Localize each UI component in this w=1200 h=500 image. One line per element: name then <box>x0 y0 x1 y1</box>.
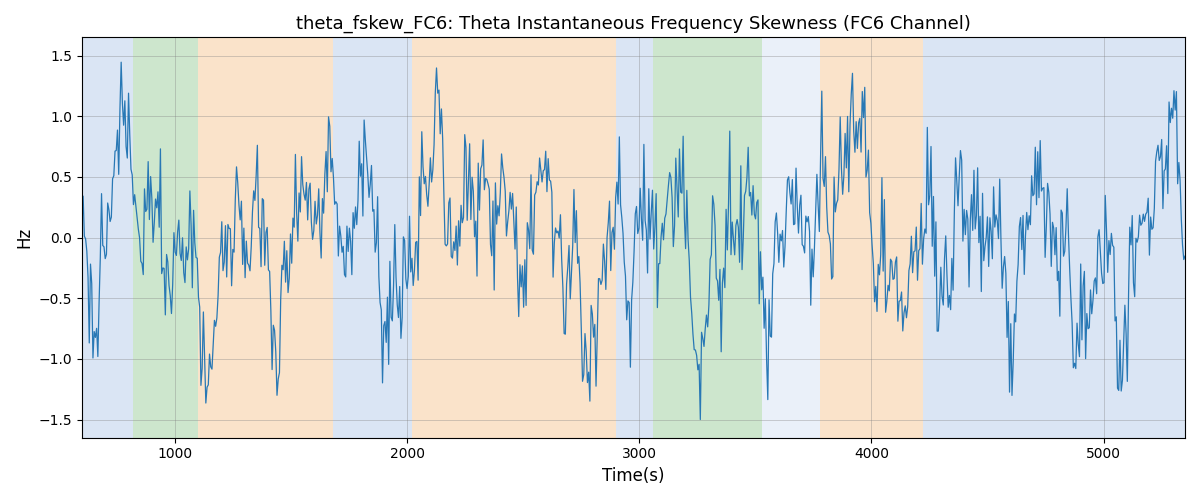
Bar <box>616 38 653 438</box>
Bar <box>332 38 412 438</box>
Bar <box>412 38 616 438</box>
X-axis label: Time(s): Time(s) <box>602 467 665 485</box>
Bar <box>133 38 198 438</box>
Bar <box>198 38 332 438</box>
Y-axis label: Hz: Hz <box>14 227 32 248</box>
Bar <box>82 38 133 438</box>
Bar <box>762 38 821 438</box>
Bar <box>653 38 762 438</box>
Bar <box>923 38 1184 438</box>
Title: theta_fskew_FC6: Theta Instantaneous Frequency Skewness (FC6 Channel): theta_fskew_FC6: Theta Instantaneous Fre… <box>296 15 971 34</box>
Bar <box>821 38 923 438</box>
